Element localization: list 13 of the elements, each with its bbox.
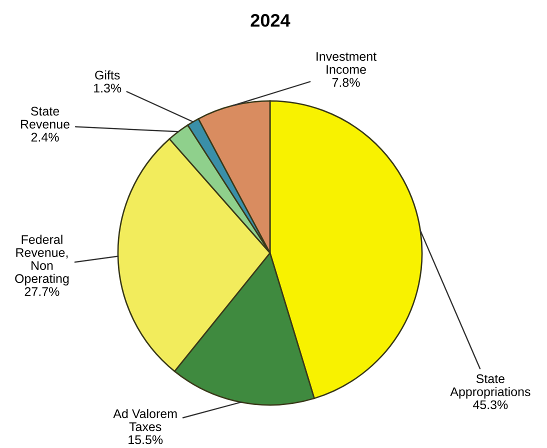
- data-label: 45.3%: [473, 400, 508, 410]
- slice-label: State Appropriations: [450, 374, 530, 399]
- data-label: 15.5%: [128, 435, 163, 444]
- slice-label: Investment Income: [316, 52, 376, 74]
- data-label: 27.7%: [24, 287, 60, 296]
- data-label: 7.8%: [332, 78, 360, 87]
- slice-label: Federal Revenue, Non Operating: [15, 234, 69, 286]
- slice-label: State Revenue: [21, 106, 70, 129]
- slice-label: Ad Valorem Taxes: [113, 408, 177, 432]
- data-label: 2.4%: [31, 132, 59, 142]
- chart-title: 2024: [250, 14, 290, 27]
- slice-label: Gifts: [95, 70, 120, 80]
- data-label: 1.3%: [94, 84, 122, 93]
